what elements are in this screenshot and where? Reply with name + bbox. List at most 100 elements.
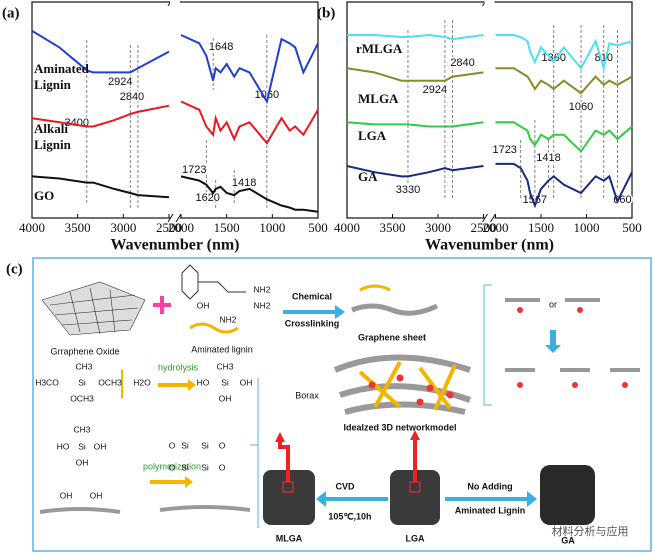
series-label: MLGA — [358, 91, 399, 106]
annotation: 1620 — [195, 192, 219, 204]
panel-label: (c) — [6, 261, 23, 277]
lignin-chain — [189, 322, 239, 334]
arrow — [150, 476, 193, 488]
series-line — [31, 104, 170, 128]
chem-label: Si — [221, 377, 229, 387]
label: CVD — [335, 481, 355, 491]
chem-label: OCH3 — [70, 393, 94, 403]
annotation: 1648 — [209, 41, 233, 53]
axis-break — [484, 0, 495, 6]
chem-label: Si — [201, 440, 209, 450]
arrow — [316, 491, 388, 507]
series-line — [180, 175, 319, 213]
label: hydrolysis — [158, 362, 199, 372]
series-line — [346, 67, 484, 82]
series-line — [495, 34, 633, 73]
arrow — [158, 379, 196, 391]
chem-label: Si — [78, 441, 86, 451]
label: Crosslinking — [285, 318, 340, 328]
series-line — [347, 33, 484, 41]
annotation: 1723 — [182, 164, 206, 176]
chem-label: NH2 — [253, 284, 270, 294]
graphene-oxide — [41, 281, 146, 336]
x-tick-label: 3000 — [425, 220, 451, 235]
label: MLGA — [276, 533, 303, 543]
x-tick-label: 500 — [622, 220, 642, 235]
series-line — [495, 121, 633, 153]
series-label: LGA — [358, 128, 387, 143]
series-line — [346, 121, 484, 128]
chem-label: O — [219, 462, 226, 472]
label: Idealzed 3D networkmodel — [343, 422, 456, 432]
borate-structures — [505, 298, 640, 388]
axis-break — [170, 0, 180, 6]
annotation: 2924 — [108, 76, 132, 88]
chem-label: CH3 — [75, 361, 92, 371]
annotation: 1060 — [569, 101, 593, 113]
chem-label: NH2 — [219, 314, 236, 324]
bracket — [483, 284, 492, 406]
label: or — [549, 299, 557, 309]
x-axis-title: Wavenumber (nm) — [425, 237, 554, 254]
chem-label: OH — [76, 457, 89, 467]
bracket — [250, 378, 259, 528]
chem-label: OH — [240, 377, 253, 387]
x-tick-label: 4000 — [334, 220, 360, 235]
series-label: GO — [34, 188, 54, 203]
chem-label: Si — [78, 377, 86, 387]
diagram: (c) Grraphene Oxide Aminated lignin Chem… — [6, 257, 652, 552]
watermark: 材料分析与应用 — [552, 524, 629, 538]
series-label: GA — [358, 169, 378, 184]
label: Chemical — [292, 291, 332, 301]
x-tick-label: 1500 — [528, 220, 554, 235]
annotation: 1418 — [536, 152, 560, 164]
panel-label: (b) — [317, 5, 335, 21]
x-tick-label: 2000 — [168, 220, 194, 235]
series-label: Aminated Lignin — [34, 61, 90, 92]
label: No Adding — [467, 481, 512, 491]
x-tick-label: 3000 — [110, 220, 136, 235]
x-tick-label: 4000 — [19, 220, 45, 235]
chem-label: OH — [60, 490, 73, 500]
annotation: 1418 — [232, 177, 256, 189]
chem-label: H2O — [133, 377, 151, 387]
annotation: 3330 — [396, 184, 420, 196]
series-line — [31, 175, 170, 199]
chem-label: OH — [219, 393, 232, 403]
label: Aminated lignin — [191, 344, 253, 354]
chem-label: Si — [181, 440, 189, 450]
annotation: 1723 — [492, 144, 516, 156]
series-label: Alkali Lignin — [34, 121, 72, 152]
label: LGA — [406, 533, 425, 543]
annotation: 2840 — [120, 91, 144, 103]
chem-label: HO — [57, 441, 70, 451]
arrow — [283, 305, 345, 319]
x-tick-label: 2500 — [471, 220, 497, 235]
plus — [153, 296, 171, 314]
chem-label: HO — [197, 377, 210, 387]
x-tick-label: 1500 — [214, 220, 240, 235]
label: Graphene sheet — [358, 332, 426, 342]
chem-label: O — [219, 440, 226, 450]
label: Aminated Lignin — [455, 505, 526, 515]
series-line — [180, 100, 319, 145]
series-label: rMLGA — [356, 41, 403, 56]
x-tick-label: 3500 — [380, 220, 406, 235]
chem-label: OH — [90, 490, 103, 500]
series-line — [180, 34, 319, 105]
sheet — [351, 303, 439, 316]
series-line — [495, 162, 633, 209]
monoliths — [263, 430, 595, 525]
chem-label: H3CO — [35, 377, 59, 387]
panel-label: (a) — [2, 5, 20, 21]
x-tick-label: 1000 — [259, 220, 285, 235]
annotation: 810 — [595, 52, 613, 64]
series-line — [346, 165, 484, 178]
annotation: 2840 — [450, 57, 474, 69]
chem-label: O — [169, 462, 176, 472]
label: 105℃,10h — [328, 511, 371, 521]
series-line — [31, 29, 170, 74]
panel-frame — [32, 257, 652, 552]
substrate — [39, 507, 121, 514]
